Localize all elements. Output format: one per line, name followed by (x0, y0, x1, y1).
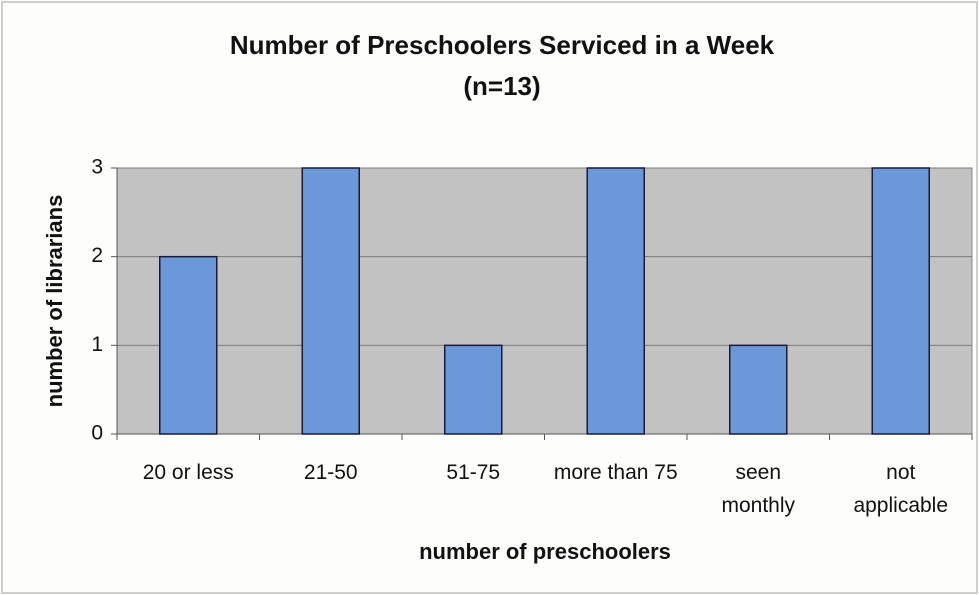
y-tick-label: 0 (91, 422, 103, 445)
x-tick-label: more than 75 (553, 461, 678, 484)
bar (444, 344, 503, 435)
y-tick-label: 2 (91, 244, 103, 267)
chart-title: Number of Preschoolers Serviced in a Wee… (230, 30, 775, 60)
x-tick-label: 51-75 (446, 461, 501, 484)
bar (871, 167, 930, 435)
bar (586, 167, 645, 435)
chart-subtitle: (n=13) (463, 71, 540, 101)
x-axis-label: number of preschoolers (419, 539, 671, 564)
y-axis-label: number of librarians (42, 195, 67, 408)
bar (729, 344, 788, 435)
plot-area (116, 167, 973, 435)
x-tick-label: not applicable (853, 461, 949, 517)
bar (301, 167, 360, 435)
bar (159, 255, 218, 435)
x-tick-label: seen monthly (721, 461, 796, 517)
x-tick-label: 20 or less (142, 461, 234, 484)
y-tick-label: 3 (91, 156, 103, 179)
x-tick-label: 21-50 (303, 461, 358, 484)
y-tick-label: 1 (91, 333, 103, 356)
